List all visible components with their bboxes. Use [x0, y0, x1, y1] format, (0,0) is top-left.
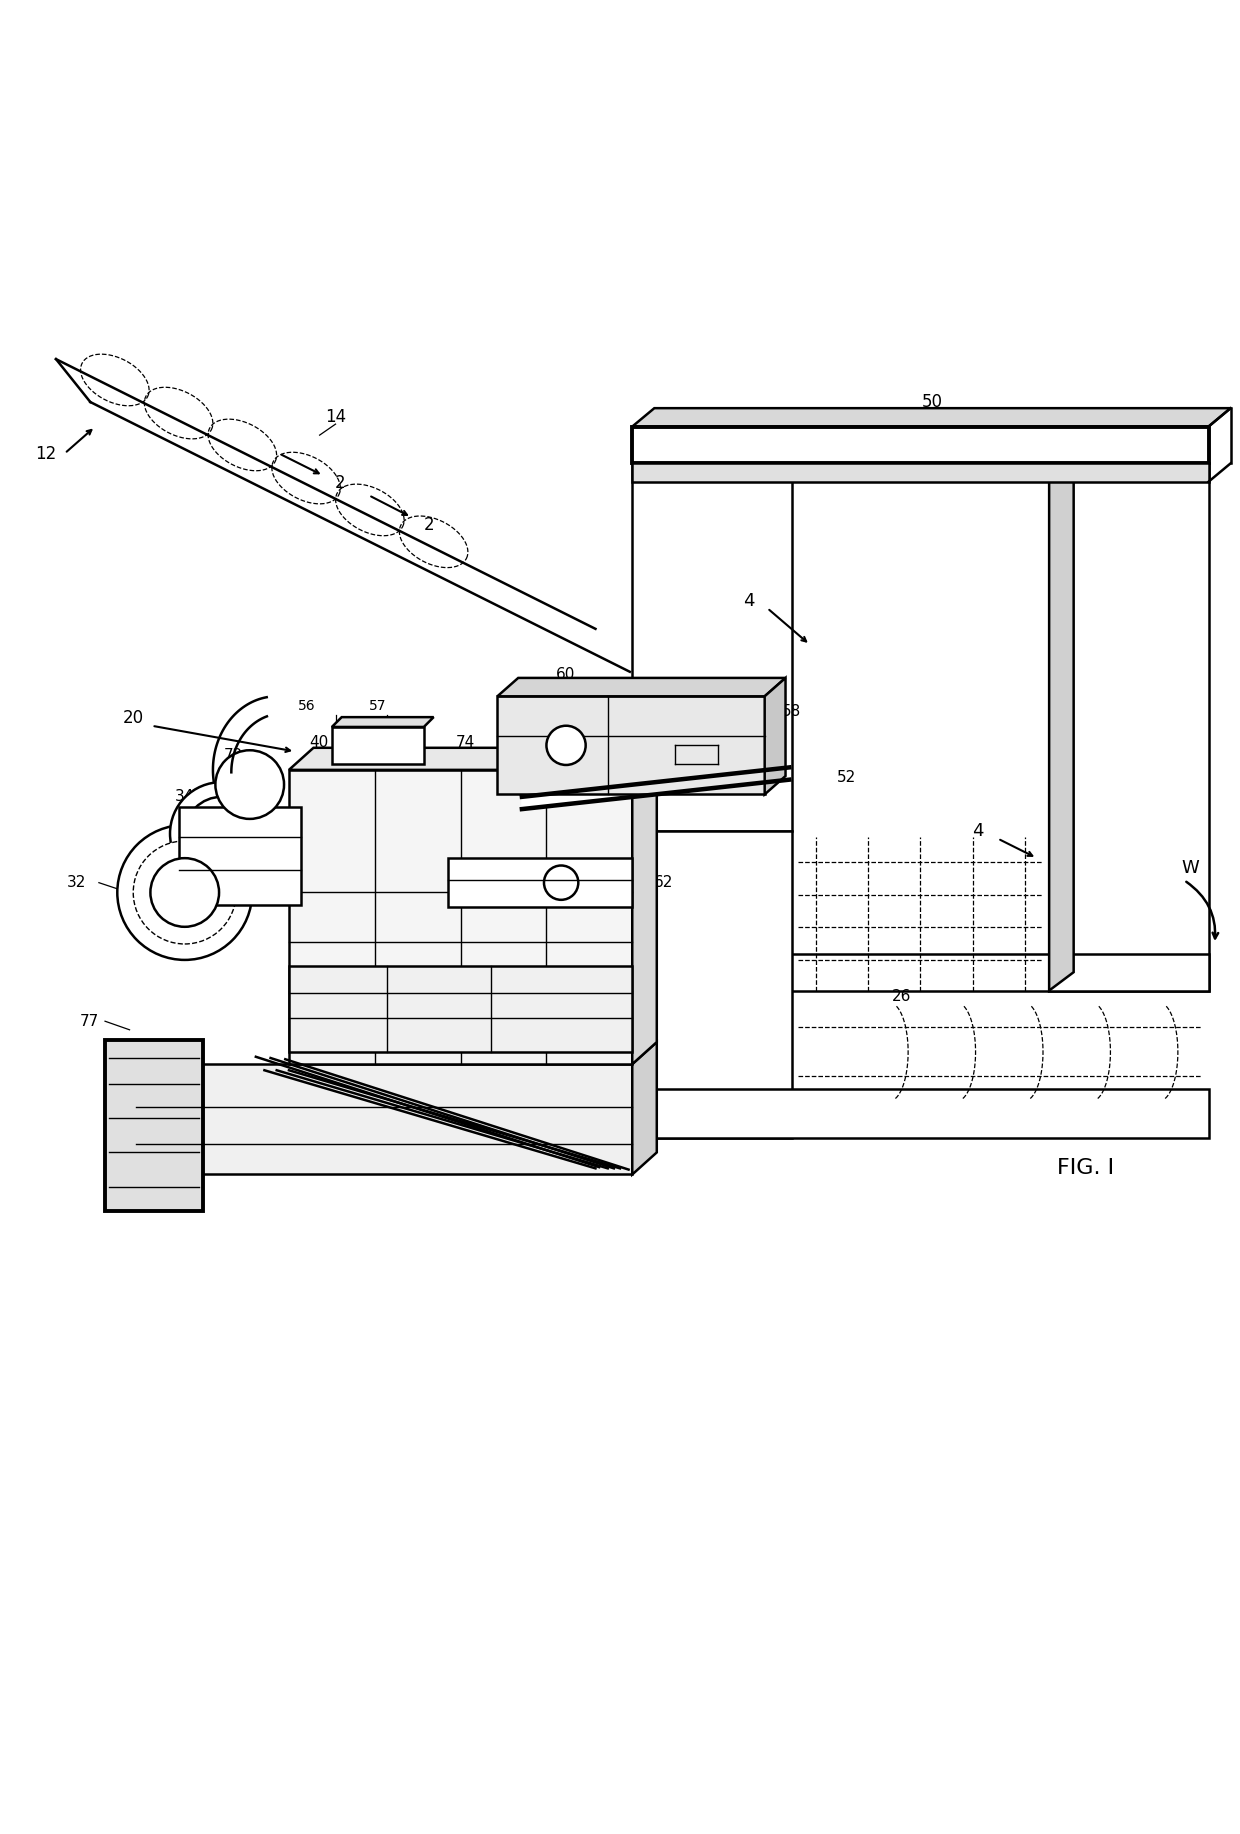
Text: FIG. I: FIG. I	[1058, 1159, 1115, 1179]
Text: 72: 72	[224, 748, 243, 763]
Text: 65: 65	[379, 888, 399, 902]
Text: 76: 76	[454, 1119, 472, 1133]
Text: 2: 2	[335, 473, 346, 492]
Text: 60: 60	[557, 668, 575, 682]
Polygon shape	[332, 726, 424, 763]
Polygon shape	[632, 427, 1209, 464]
Circle shape	[118, 825, 252, 959]
Polygon shape	[765, 679, 785, 794]
Text: 62: 62	[655, 875, 673, 889]
Text: 74: 74	[456, 735, 475, 750]
Text: 63: 63	[436, 992, 455, 1009]
Polygon shape	[497, 679, 785, 697]
Text: 14: 14	[325, 407, 346, 425]
Circle shape	[133, 842, 237, 945]
Text: 64: 64	[291, 945, 311, 959]
Text: 20: 20	[123, 710, 144, 728]
Polygon shape	[632, 464, 1209, 482]
Polygon shape	[497, 697, 765, 794]
Text: 56: 56	[299, 699, 316, 713]
Polygon shape	[632, 1042, 657, 1174]
Text: 4: 4	[743, 592, 754, 609]
Text: 50: 50	[923, 392, 944, 411]
Polygon shape	[179, 807, 301, 904]
Polygon shape	[135, 1064, 632, 1174]
Text: 26: 26	[893, 989, 911, 1005]
Circle shape	[150, 858, 219, 926]
Polygon shape	[289, 748, 657, 770]
Polygon shape	[105, 1040, 203, 1210]
Text: W: W	[1182, 858, 1199, 877]
Text: 58: 58	[725, 699, 745, 713]
Polygon shape	[632, 748, 657, 1064]
Text: 34: 34	[175, 789, 195, 805]
Circle shape	[216, 750, 284, 820]
Text: 2: 2	[423, 515, 434, 534]
Polygon shape	[632, 409, 1230, 427]
Polygon shape	[289, 967, 632, 1053]
Polygon shape	[1049, 446, 1074, 990]
Polygon shape	[449, 858, 632, 908]
Text: 52: 52	[837, 770, 857, 785]
Text: 32: 32	[67, 875, 87, 889]
Polygon shape	[632, 831, 791, 1137]
Polygon shape	[1049, 464, 1209, 990]
Circle shape	[170, 781, 273, 886]
Text: 58: 58	[782, 704, 801, 719]
Text: 57: 57	[368, 699, 386, 713]
Polygon shape	[632, 954, 1209, 990]
Circle shape	[544, 866, 578, 900]
Polygon shape	[289, 770, 632, 1064]
Text: 40: 40	[309, 735, 329, 750]
Polygon shape	[522, 767, 789, 809]
Polygon shape	[632, 464, 791, 831]
Text: 12: 12	[35, 444, 56, 462]
Text: 76: 76	[383, 1036, 403, 1051]
Text: 4: 4	[972, 822, 983, 840]
Text: 77: 77	[79, 1014, 99, 1029]
Polygon shape	[632, 1089, 1209, 1137]
Circle shape	[185, 796, 258, 871]
Polygon shape	[56, 359, 630, 671]
Polygon shape	[332, 717, 434, 726]
Circle shape	[547, 726, 585, 765]
